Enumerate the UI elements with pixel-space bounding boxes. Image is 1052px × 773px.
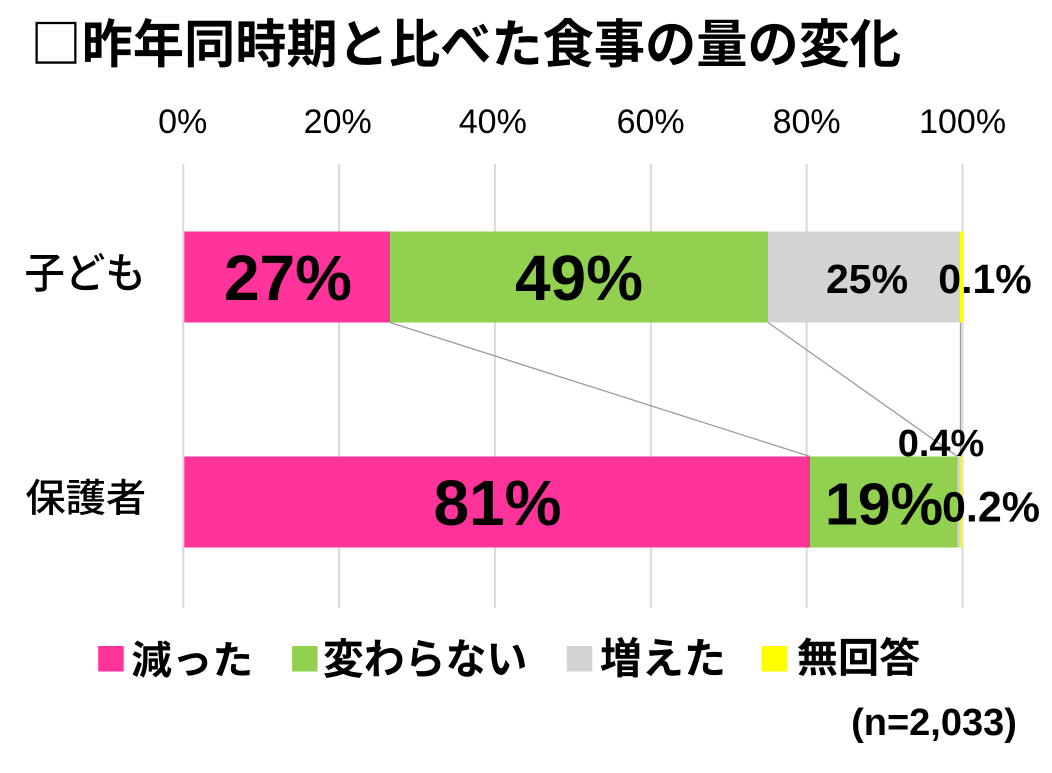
svg-text:0%: 0% [158, 103, 207, 141]
svg-text:80%: 80% [773, 103, 841, 141]
svg-text:81%: 81% [433, 467, 561, 539]
svg-text:0.4%: 0.4% [898, 423, 985, 465]
svg-text:0.2%: 0.2% [942, 484, 1040, 532]
svg-text:49%: 49% [515, 242, 643, 314]
svg-text:100%: 100% [919, 103, 1006, 141]
svg-text:25%: 25% [826, 256, 908, 302]
svg-text:40%: 40% [459, 103, 527, 141]
svg-text:20%: 20% [304, 103, 372, 141]
svg-text:27%: 27% [224, 242, 352, 314]
svg-text:0.1%: 0.1% [938, 256, 1031, 302]
svg-text:(n=2,033): (n=2,033) [851, 702, 1017, 744]
svg-text:19%: 19% [825, 472, 943, 538]
svg-text:60%: 60% [617, 103, 685, 141]
